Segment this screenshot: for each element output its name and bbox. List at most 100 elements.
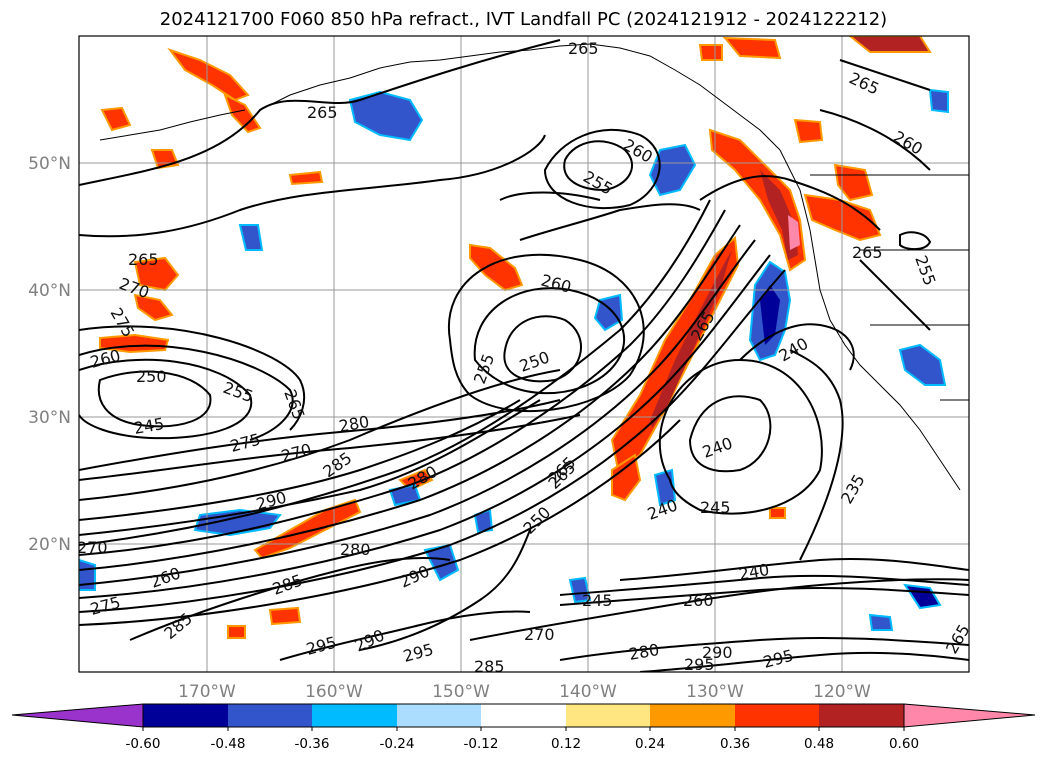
shade-positive-23 (793, 118, 824, 144)
shade-positive-13 (133, 293, 174, 322)
contour-260-ak (819, 109, 931, 171)
colorbar-segment (397, 704, 481, 727)
colorbar-segment (143, 704, 228, 727)
contour-265-sw (79, 325, 306, 431)
contour-285-band (79, 399, 521, 521)
contour-label: 245 (700, 498, 731, 517)
contour-label: 290 (702, 643, 733, 662)
contour-jet-5 (79, 254, 771, 599)
map-title: 2024121700 F060 850 hPa refract., IVT La… (159, 9, 888, 30)
shade-positive-21 (722, 36, 782, 60)
shade-positive-19 (288, 170, 324, 186)
map-border (78, 35, 970, 673)
colorbar-label: 0.60 (889, 736, 919, 752)
colorbar-label: -0.24 (380, 736, 415, 752)
lon-label-170w: 170°W (178, 682, 236, 702)
contour-label: 265 (128, 250, 159, 269)
contour-jet-2 (79, 209, 726, 556)
colorbar-label: 0.24 (635, 736, 665, 752)
contour-label: 295 (684, 655, 715, 674)
colorbar-segment (735, 704, 819, 727)
contour-250-sw (97, 370, 212, 428)
shade-positive-6 (788, 215, 800, 250)
colorbar: -0.60 -0.48 -0.36 -0.24 -0.12 0.12 0.24 … (11, 703, 1036, 752)
contour-295-south (279, 610, 531, 661)
coastline-bc (779, 149, 811, 231)
colorbar-label: 0.48 (804, 736, 834, 752)
shade-positive-9 (469, 243, 524, 292)
colorbar-segment (481, 704, 566, 727)
shade-positive-20 (698, 44, 723, 61)
colorbar-label: -0.48 (211, 736, 246, 752)
latitude-labels: 50°N 40°N 30°N 20°N (28, 154, 71, 555)
shade-negative-4 (648, 143, 697, 197)
contour-jet-6 (79, 269, 786, 613)
shade-positive-16 (223, 93, 262, 134)
contour-inner-4 (899, 231, 932, 251)
longitude-labels: 170°W 160°W 150°W 140°W 130°W 120°W (178, 682, 871, 702)
shade-positive-12 (133, 256, 180, 292)
contour-label: 280 (340, 540, 371, 559)
contour-inner-3 (859, 259, 931, 331)
lat-label-40n: 40°N (28, 281, 71, 301)
colorbar-segment (566, 704, 650, 727)
contour-245-sw (79, 358, 253, 440)
shade-positive-25 (227, 625, 246, 639)
contour-jet-4 (79, 239, 756, 586)
lon-label-130w: 130°W (686, 682, 744, 702)
negative-anomaly-layer (79, 88, 949, 631)
colorbar-segment (228, 704, 312, 727)
contour-285-south (129, 557, 451, 641)
contour-jet-1 (79, 199, 711, 546)
contour-255-low2 (563, 140, 634, 192)
shade-negative-13 (79, 558, 96, 591)
contour-label: 265 (307, 103, 338, 122)
contour-255-low (543, 129, 661, 210)
contour-label: 285 (474, 657, 505, 676)
contour-240-south (619, 558, 969, 581)
contour-label: 265 (568, 39, 599, 58)
colorbar-label: 0.12 (551, 736, 581, 752)
contour-245-east (658, 358, 823, 515)
colorbar-segment (312, 704, 397, 727)
contour-265-ak (839, 59, 931, 91)
lon-label-120w: 120°W (813, 682, 871, 702)
lat-label-20n: 20°N (28, 535, 71, 555)
contour-label: 270 (77, 538, 108, 557)
contour-265-north (79, 39, 561, 186)
shade-positive-5 (760, 170, 798, 260)
colorbar-segment (819, 704, 904, 727)
coastline-alaska (259, 43, 781, 151)
map-frame-background (79, 36, 969, 672)
shade-positive-3 (611, 453, 642, 502)
shade-negative-17 (868, 613, 894, 631)
contour-jet-3 (79, 224, 741, 571)
contour-label: 265 (852, 243, 883, 262)
contour-inner-1 (519, 203, 701, 241)
colorbar-segment (650, 704, 735, 727)
shade-negative-3 (348, 90, 424, 142)
contour-inner-2 (499, 191, 601, 201)
colorbar-extend-high (903, 703, 1036, 728)
contour-260-south (559, 586, 969, 606)
contour-260-north (79, 134, 546, 238)
contour-240-ne (739, 323, 855, 371)
shade-positive-15 (167, 48, 250, 102)
contour-270-band (79, 414, 581, 481)
shade-negative-10 (898, 343, 947, 386)
contour-label: 270 (524, 625, 555, 644)
shade-positive-2 (650, 250, 732, 428)
shade-positive-17 (100, 106, 132, 132)
shade-positive-22 (848, 36, 932, 53)
shade-negative-14 (928, 88, 949, 114)
lat-label-50n: 50°N (28, 154, 71, 174)
lat-label-30n: 30°N (28, 408, 71, 428)
contour-290-south (359, 529, 531, 651)
contour-275-band (79, 399, 561, 471)
contour-label: 245 (582, 591, 613, 610)
colorbar-border (142, 703, 905, 728)
contour-label: 260 (683, 591, 714, 610)
contour-295-se (639, 651, 969, 672)
colorbar-label: -0.12 (464, 736, 499, 752)
shade-positive-4 (708, 128, 807, 272)
